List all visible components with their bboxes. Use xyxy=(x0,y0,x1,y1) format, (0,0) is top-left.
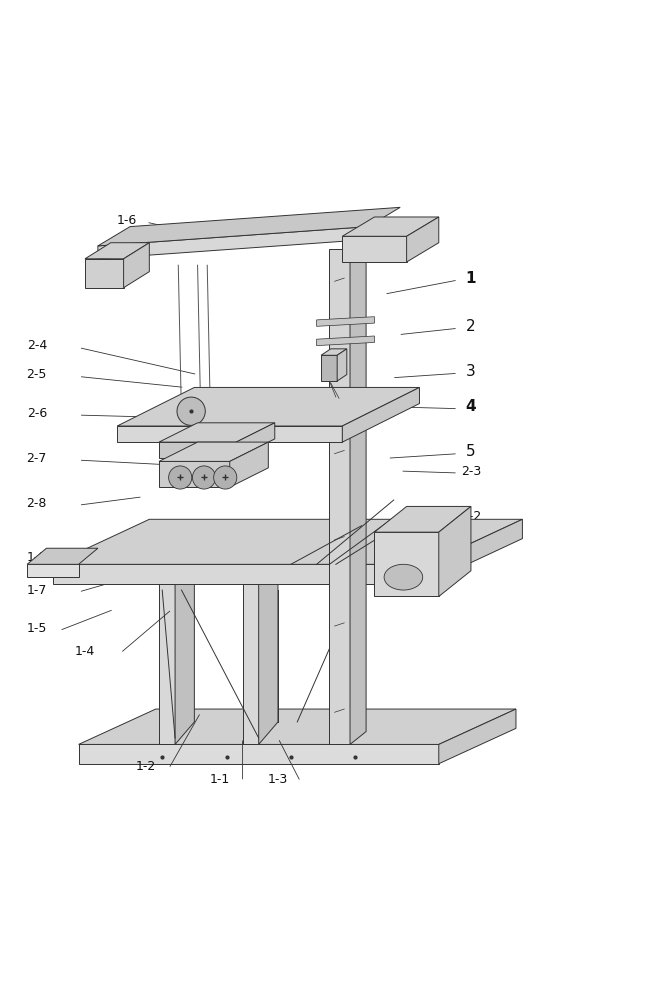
Text: 1-1: 1-1 xyxy=(210,773,230,786)
Polygon shape xyxy=(342,217,439,236)
Text: 1-8: 1-8 xyxy=(26,551,47,564)
Circle shape xyxy=(214,466,237,489)
Text: 4: 4 xyxy=(466,399,476,414)
Text: 2-5: 2-5 xyxy=(26,368,47,381)
Polygon shape xyxy=(79,709,516,744)
Polygon shape xyxy=(159,442,236,458)
Polygon shape xyxy=(98,227,368,259)
Text: 2-7: 2-7 xyxy=(26,452,47,465)
Text: 1-4: 1-4 xyxy=(75,645,95,658)
Polygon shape xyxy=(350,236,366,744)
Polygon shape xyxy=(375,506,471,532)
Polygon shape xyxy=(117,387,419,426)
Polygon shape xyxy=(406,217,439,262)
Polygon shape xyxy=(426,519,523,584)
Polygon shape xyxy=(159,461,230,487)
Ellipse shape xyxy=(384,564,422,590)
Text: 3: 3 xyxy=(466,364,476,379)
Polygon shape xyxy=(175,561,194,744)
Text: 2-2: 2-2 xyxy=(461,510,481,523)
Polygon shape xyxy=(27,564,79,577)
Text: 2-8: 2-8 xyxy=(26,497,47,510)
Text: 1-6: 1-6 xyxy=(117,214,137,227)
Circle shape xyxy=(177,397,205,425)
Text: 2-6: 2-6 xyxy=(26,407,47,420)
Polygon shape xyxy=(321,349,347,355)
Polygon shape xyxy=(439,709,516,764)
Text: 1-7: 1-7 xyxy=(26,584,47,597)
Circle shape xyxy=(169,466,192,489)
Polygon shape xyxy=(317,336,375,346)
Text: 1-3: 1-3 xyxy=(268,773,288,786)
Polygon shape xyxy=(329,249,350,744)
Polygon shape xyxy=(342,387,419,442)
Polygon shape xyxy=(27,548,98,564)
Polygon shape xyxy=(342,236,406,262)
Polygon shape xyxy=(85,259,123,288)
Text: 2-3: 2-3 xyxy=(461,465,481,478)
Polygon shape xyxy=(159,584,175,744)
Text: 5: 5 xyxy=(466,444,475,459)
Polygon shape xyxy=(258,561,278,744)
Polygon shape xyxy=(53,564,426,584)
Polygon shape xyxy=(98,207,400,246)
Polygon shape xyxy=(159,423,275,442)
Polygon shape xyxy=(79,744,439,764)
Text: 1-2: 1-2 xyxy=(136,760,156,773)
Text: 1: 1 xyxy=(466,271,476,286)
Polygon shape xyxy=(117,426,342,442)
Polygon shape xyxy=(321,355,337,381)
Polygon shape xyxy=(317,317,375,326)
Polygon shape xyxy=(236,423,275,458)
Polygon shape xyxy=(85,243,149,259)
Polygon shape xyxy=(337,349,347,381)
Text: 2: 2 xyxy=(466,319,475,334)
Circle shape xyxy=(193,466,216,489)
Polygon shape xyxy=(243,584,258,744)
Text: 2-1: 2-1 xyxy=(461,548,481,561)
Polygon shape xyxy=(123,243,149,288)
Polygon shape xyxy=(53,519,523,564)
Polygon shape xyxy=(230,442,268,487)
Text: 2-4: 2-4 xyxy=(26,339,47,352)
Polygon shape xyxy=(439,506,471,596)
Text: 1-5: 1-5 xyxy=(26,622,47,635)
Polygon shape xyxy=(375,532,439,596)
Polygon shape xyxy=(159,442,268,461)
